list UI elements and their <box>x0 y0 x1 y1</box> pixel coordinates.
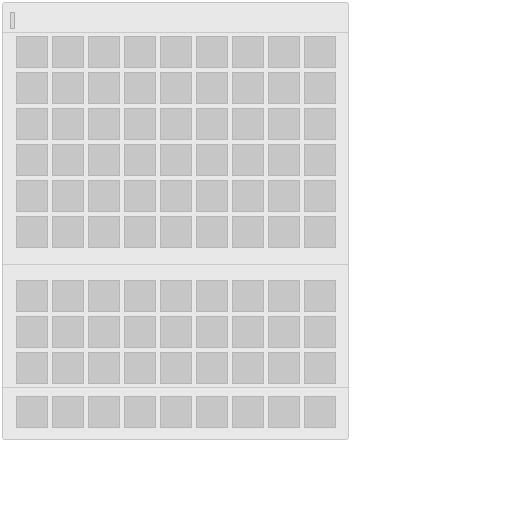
inventory-slot[interactable] <box>16 316 48 348</box>
section-divider <box>3 387 348 388</box>
main-storage-slot[interactable] <box>16 108 48 140</box>
main-storage-slot[interactable] <box>232 36 264 68</box>
hotbar-slot[interactable] <box>88 396 120 428</box>
main-storage-slot[interactable] <box>16 36 48 68</box>
window-titlebar[interactable] <box>3 3 348 33</box>
main-storage-slot[interactable] <box>52 108 84 140</box>
main-storage-slot[interactable] <box>124 108 156 140</box>
inventory-slot[interactable] <box>16 280 48 312</box>
main-storage-slot[interactable] <box>304 180 336 212</box>
main-storage-slot[interactable] <box>304 108 336 140</box>
main-storage-slot[interactable] <box>16 180 48 212</box>
inventory-slot[interactable] <box>160 280 192 312</box>
main-storage-slot[interactable] <box>124 144 156 176</box>
hotbar-slot[interactable] <box>232 396 264 428</box>
hotbar-slot[interactable] <box>124 396 156 428</box>
inventory-slot[interactable] <box>196 280 228 312</box>
main-storage-slot[interactable] <box>52 72 84 104</box>
main-storage-slot[interactable] <box>196 180 228 212</box>
inventory-slot[interactable] <box>160 352 192 384</box>
main-storage-slot[interactable] <box>196 108 228 140</box>
hotbar-slot[interactable] <box>16 396 48 428</box>
main-storage-slot[interactable] <box>16 144 48 176</box>
inventory-slot[interactable] <box>196 316 228 348</box>
main-storage-slot[interactable] <box>160 108 192 140</box>
main-storage-grid <box>16 36 336 248</box>
main-storage-slot[interactable] <box>124 180 156 212</box>
main-storage-slot[interactable] <box>304 36 336 68</box>
main-storage-slot[interactable] <box>268 180 300 212</box>
main-storage-slot[interactable] <box>160 216 192 248</box>
inventory-slot[interactable] <box>160 316 192 348</box>
main-storage-slot[interactable] <box>88 144 120 176</box>
inventory-slot[interactable] <box>268 352 300 384</box>
main-storage-slot[interactable] <box>124 36 156 68</box>
inventory-slot[interactable] <box>88 280 120 312</box>
main-storage-slot[interactable] <box>304 144 336 176</box>
inventory-slot[interactable] <box>268 316 300 348</box>
main-storage-slot[interactable] <box>16 72 48 104</box>
hotbar-slot[interactable] <box>160 396 192 428</box>
main-storage-slot[interactable] <box>232 180 264 212</box>
main-storage-slot[interactable] <box>160 180 192 212</box>
main-storage-slot[interactable] <box>304 72 336 104</box>
inventory-slot[interactable] <box>88 352 120 384</box>
main-storage-slot[interactable] <box>196 72 228 104</box>
main-storage-slot[interactable] <box>196 144 228 176</box>
main-storage-slot[interactable] <box>304 216 336 248</box>
inventory-grid <box>16 280 336 384</box>
inventory-slot[interactable] <box>196 352 228 384</box>
main-storage-slot[interactable] <box>88 36 120 68</box>
main-storage-slot[interactable] <box>268 216 300 248</box>
main-storage-slot[interactable] <box>268 108 300 140</box>
main-storage-slot[interactable] <box>52 36 84 68</box>
drag-handle-icon[interactable] <box>10 12 15 29</box>
inventory-slot[interactable] <box>232 280 264 312</box>
main-storage-slot[interactable] <box>52 180 84 212</box>
main-storage-slot[interactable] <box>160 36 192 68</box>
inventory-slot[interactable] <box>52 280 84 312</box>
inventory-slot[interactable] <box>304 316 336 348</box>
hotbar-slot[interactable] <box>196 396 228 428</box>
main-storage-slot[interactable] <box>232 108 264 140</box>
main-storage-slot[interactable] <box>268 36 300 68</box>
main-storage-slot[interactable] <box>196 216 228 248</box>
main-storage-slot[interactable] <box>52 144 84 176</box>
main-storage-slot[interactable] <box>124 72 156 104</box>
main-storage-slot[interactable] <box>196 36 228 68</box>
inventory-slot[interactable] <box>124 316 156 348</box>
inventory-slot[interactable] <box>16 352 48 384</box>
main-storage-slot[interactable] <box>88 108 120 140</box>
main-storage-slot[interactable] <box>88 216 120 248</box>
section-divider <box>3 264 348 265</box>
inventory-slot[interactable] <box>304 352 336 384</box>
main-storage-slot[interactable] <box>268 144 300 176</box>
main-storage-slot[interactable] <box>124 216 156 248</box>
hotbar-slot[interactable] <box>52 396 84 428</box>
main-storage-slot[interactable] <box>232 72 264 104</box>
inventory-slot[interactable] <box>304 280 336 312</box>
main-storage-slot[interactable] <box>160 72 192 104</box>
inventory-slot[interactable] <box>232 352 264 384</box>
main-storage-slot[interactable] <box>268 72 300 104</box>
inventory-slot[interactable] <box>52 352 84 384</box>
inventory-slot[interactable] <box>52 316 84 348</box>
main-storage-slot[interactable] <box>232 216 264 248</box>
main-storage-slot[interactable] <box>52 216 84 248</box>
main-storage-slot[interactable] <box>160 144 192 176</box>
main-storage-slot[interactable] <box>16 216 48 248</box>
main-storage-slot[interactable] <box>88 180 120 212</box>
inventory-slot[interactable] <box>88 316 120 348</box>
inventory-slot[interactable] <box>124 280 156 312</box>
inventory-slot[interactable] <box>268 280 300 312</box>
inventory-window <box>2 2 349 440</box>
main-storage-slot[interactable] <box>232 144 264 176</box>
inventory-slot[interactable] <box>124 352 156 384</box>
inventory-slot[interactable] <box>232 316 264 348</box>
hotbar-slot[interactable] <box>268 396 300 428</box>
hotbar-grid <box>16 396 336 428</box>
main-storage-slot[interactable] <box>88 72 120 104</box>
hotbar-slot[interactable] <box>304 396 336 428</box>
